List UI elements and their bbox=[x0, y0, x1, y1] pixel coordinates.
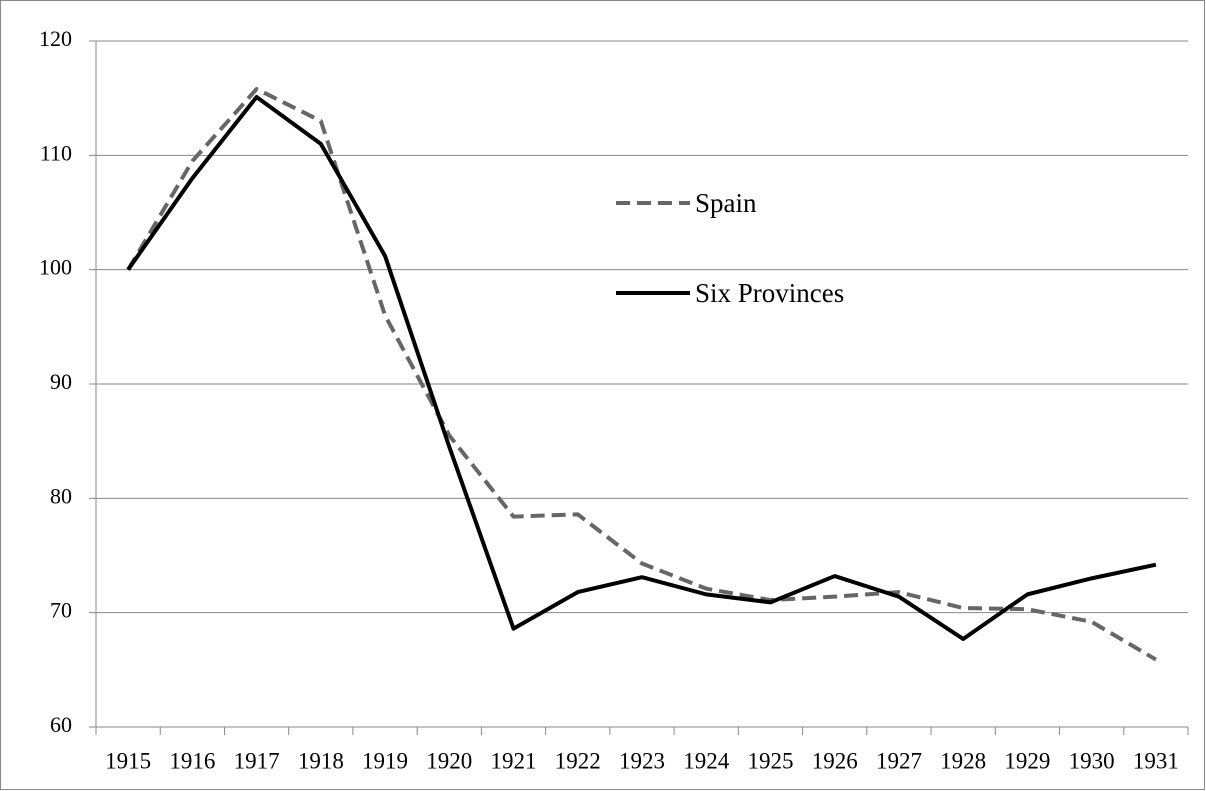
x-tick-label: 1920 bbox=[426, 748, 472, 773]
y-tick-label: 90 bbox=[50, 369, 72, 394]
series-line bbox=[126, 87, 1157, 662]
x-tick-label: 1930 bbox=[1069, 748, 1115, 773]
y-tick-label: 60 bbox=[50, 712, 72, 737]
x-tick-label: 1928 bbox=[940, 748, 986, 773]
x-tick-label: 1926 bbox=[812, 748, 858, 773]
y-tick-label: 100 bbox=[39, 255, 72, 280]
series-line bbox=[126, 95, 1157, 641]
x-tick-label: 1929 bbox=[1004, 748, 1050, 773]
x-tick-label: 1916 bbox=[169, 748, 215, 773]
x-tick-label: 1915 bbox=[105, 748, 151, 773]
y-tick-label: 80 bbox=[50, 483, 72, 508]
x-tick-label: 1917 bbox=[234, 748, 280, 773]
x-tick-label: 1921 bbox=[491, 748, 537, 773]
x-tick-label: 1922 bbox=[555, 748, 601, 773]
legend-label: Six Provinces bbox=[695, 278, 845, 308]
y-tick-label: 120 bbox=[39, 26, 72, 51]
x-tick-label: 1923 bbox=[619, 748, 665, 773]
x-tick-label: 1927 bbox=[876, 748, 922, 773]
x-tick-label: 1918 bbox=[298, 748, 344, 773]
y-tick-label: 110 bbox=[40, 140, 72, 165]
x-tick-label: 1925 bbox=[747, 748, 793, 773]
y-tick-label: 70 bbox=[50, 598, 72, 623]
x-tick-label: 1919 bbox=[362, 748, 408, 773]
x-tick-label: 1924 bbox=[683, 748, 730, 773]
legend-label: Spain bbox=[695, 188, 757, 218]
x-tick-label: 1931 bbox=[1133, 748, 1179, 773]
